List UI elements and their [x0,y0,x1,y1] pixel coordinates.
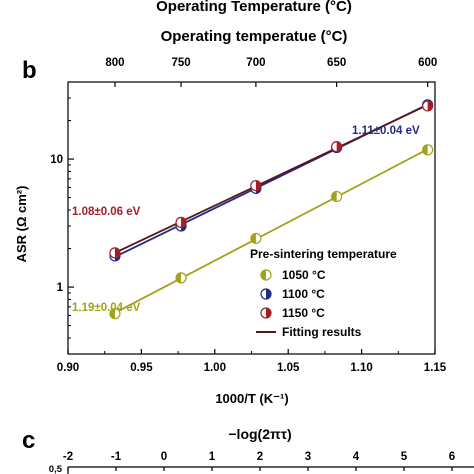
x-tick-label: 1.00 [204,362,226,374]
legend-label-fit: Fitting results [282,325,362,339]
panel-c-label: c [22,427,35,454]
data-point [250,180,262,192]
fit-line [114,148,429,314]
annotation-1050: 1.19±0.04 eV [72,302,141,314]
top-tick-label: 800 [105,57,124,69]
chart-b-y-axis: 1 10 [50,81,74,355]
data-point [422,100,434,112]
x-tick-label: 0.95 [130,362,153,374]
data-point [250,232,262,245]
chart-b-title: Operating temperatue (°C) [161,28,348,45]
legend-marker [260,307,272,319]
annotation-1150: 1.08±0.06 eV [72,206,141,218]
x-tick-label: 1.10 [350,362,372,374]
c-top-tick-label: 6 [449,451,455,463]
data-point [331,190,343,203]
data-point [109,308,121,320]
chart-b-data-points [109,99,434,320]
chart-b-x-axis-label: 1000/T (K⁻¹) [215,391,288,406]
legend-label-1100: 1100 °C [282,287,325,301]
panel-b-label: b [22,57,37,84]
data-point [331,141,343,153]
chart-b-y-axis-label: ASR (Ω cm²) [14,186,29,263]
legend-marker [260,269,272,281]
x-tick-label: 1.05 [277,362,300,374]
legend-title: Pre-sintering temperature [250,247,397,261]
chart-b-top-axis: 800 750 700 650 600 [105,57,437,87]
c-top-tick-label: 2 [257,451,263,463]
c-top-tick-label: -1 [111,451,122,463]
data-point [422,144,434,156]
data-point [175,216,187,229]
c-top-tick-label: 0 [161,451,167,463]
c-top-tick-label: 3 [305,451,311,463]
legend-markers [260,269,272,319]
c-top-tick-label: 4 [353,451,360,463]
chart-b-legend: Pre-sintering temperature 1050 °C 1100 °… [250,247,397,339]
annotation-1100: 1.11±0.04 eV [352,125,420,137]
y-tick-label: 1 [57,282,64,294]
top-tick-label: 650 [327,57,346,69]
c-top-tick-label: 5 [401,451,408,463]
x-tick-label: 0.90 [57,362,79,374]
legend-marker [260,288,272,300]
chart-b-fit-lines [114,103,429,314]
c-top-tick-label: 1 [209,451,216,463]
legend-label-1050: 1050 °C [282,268,326,282]
top-tick-label: 750 [171,57,190,69]
legend-label-1150: 1150 °C [282,306,325,320]
top-tick-label: 600 [418,57,437,69]
chart-c-y-tick-label: 0,5 [49,464,63,474]
x-tick-label: 1.15 [424,362,447,374]
chart-c-title: −log(2πτ) [228,426,291,442]
clipped-top-title: Operating Temperature (°C) [156,0,352,15]
data-point [175,272,187,284]
chart-c-top-axis: -2 -1 0 1 2 3 4 5 6 [63,451,455,471]
c-top-tick-label: -2 [63,451,73,463]
fit-line [114,104,429,254]
data-point [109,247,121,259]
chart-b-x-axis: 0.90 0.95 1.00 1.05 1.10 1.15 [57,349,447,374]
top-tick-label: 700 [246,57,265,69]
y-tick-label: 10 [50,154,63,166]
